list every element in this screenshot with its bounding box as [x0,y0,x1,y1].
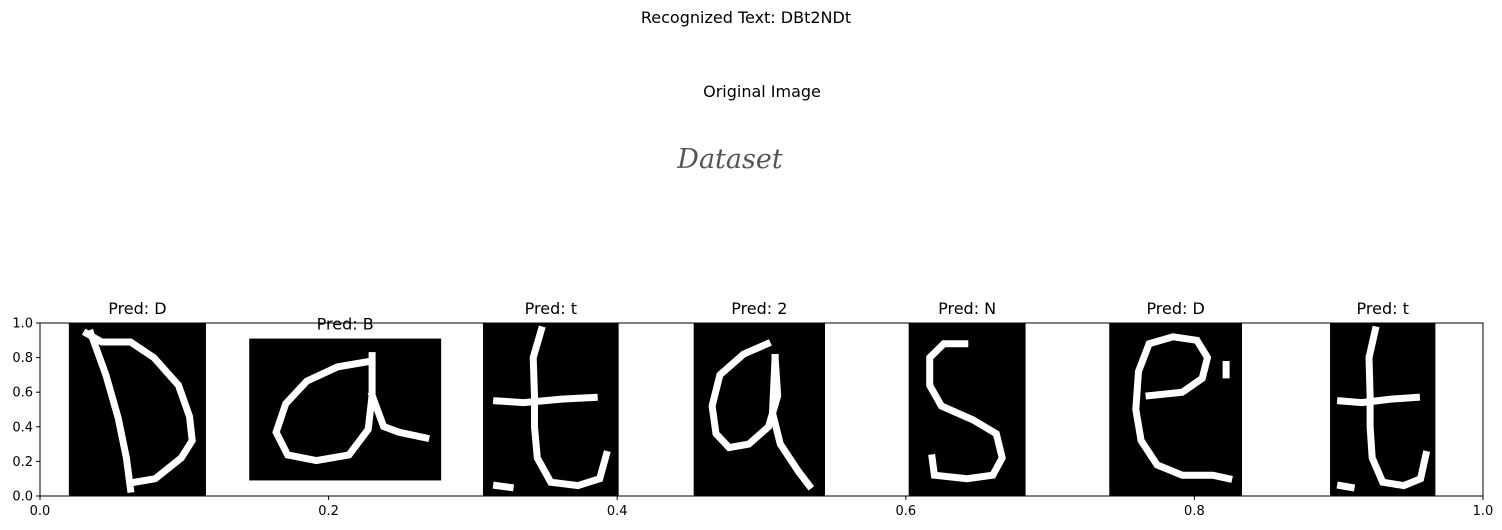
y-tick-label-5: 1.0 [12,317,33,332]
segment-glyph-7-stroke-3 [1336,481,1356,492]
segment-title-1: Pred: D [108,299,166,318]
y-tick-label-2: 0.4 [12,420,33,435]
segment-glyph-3-stroke-1 [529,325,611,490]
x-tick-label-0: 0.0 [30,504,51,519]
segment-glyph-6-stroke-1 [1132,333,1233,483]
segment-image-7 [1330,323,1436,496]
segment-title-7: Pred: t [1357,299,1409,318]
segment-glyph-1-stroke-1 [81,328,196,487]
y-tick-label-1: 0.2 [12,455,33,470]
original-handwriting-image: Dataset [676,144,783,175]
x-tick-label-1: 0.2 [318,504,339,519]
segment-title-4: Pred: 2 [731,299,787,318]
y-tick-label-3: 0.6 [12,386,33,401]
segment-glyph-2-stroke-2 [367,390,430,443]
segment-title-2: Pred: B [317,315,374,334]
segment-glyph-3-stroke-3 [492,481,515,492]
segment-glyph-7-stroke-2 [1336,393,1421,407]
x-tick-label-4: 0.8 [1184,504,1205,519]
segment-image-2 [249,338,442,481]
x-tick-label-5: 1.0 [1473,504,1494,519]
y-tick-label-4: 0.8 [12,351,33,366]
original-image-title: Original Image [703,82,821,101]
segment-image-5 [908,323,1026,496]
segments-axes: Pred: D Pred: B Pred: t Pred: 2 Pred: N Pred:… [12,299,1493,519]
x-tick-label-2: 0.4 [607,504,628,519]
segment-glyph-4-stroke-2 [768,353,815,491]
segment-title-3: Pred: t [525,299,577,318]
segment-title-6: Pred: D [1146,299,1204,318]
segment-glyph-2-stroke-1 [272,352,376,465]
segment-glyph-1-stroke-2 [86,328,135,494]
axes-frame [39,322,1484,497]
figure-suptitle: Recognized Text: DBt2NDt [641,8,851,27]
segment-image-3 [483,323,619,496]
segment-glyph-3-stroke-2 [492,393,598,407]
segment-image-6 [1109,323,1243,496]
x-tick-label-3: 0.6 [895,504,916,519]
y-tick-label-0: 0.0 [12,490,33,505]
segment-image-1 [68,323,206,496]
segment-glyph-7-stroke-1 [1365,325,1431,490]
segment-glyph-5-stroke-1 [926,340,1006,483]
segment-title-5: Pred: N [938,299,996,318]
